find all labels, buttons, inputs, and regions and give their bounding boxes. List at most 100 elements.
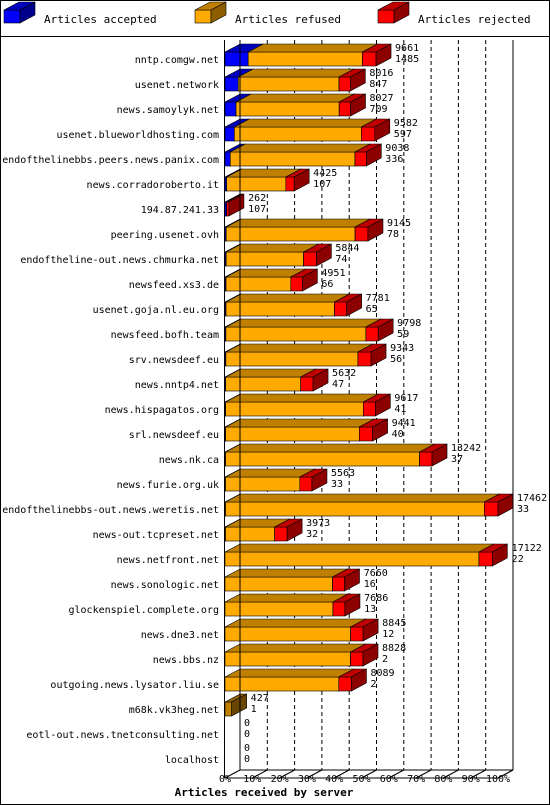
bar-rejected-17 [299, 468, 328, 492]
legend-swatch-2 [377, 1, 410, 24]
total-value-6: 262 [248, 193, 266, 204]
x-tick-label-4: 40% [325, 774, 343, 785]
bar-refused-1 [237, 68, 355, 92]
accepted-value-21: 16 [364, 579, 376, 590]
x-tick-label-10: 100% [486, 774, 510, 785]
accepted-value-12: 56 [390, 354, 402, 365]
bar-rejected-13-side [312, 368, 329, 392]
bar-rejected-20 [478, 543, 508, 567]
bar-rejected-23 [350, 618, 379, 642]
bar-rejected-16-side [431, 443, 448, 467]
bar-rejected-15-side [372, 418, 388, 442]
bar-rejected-15 [359, 418, 388, 442]
bar-rejected-5 [285, 168, 310, 192]
total-value-3: 9582 [394, 118, 418, 129]
bar-refused-3 [234, 118, 377, 142]
accepted-value-2: 709 [369, 104, 387, 115]
bar-refused-2 [235, 93, 355, 117]
bar-refused-15-top [225, 418, 375, 428]
bar-refused-15 [225, 418, 375, 442]
bar-rejected-6-front [226, 201, 230, 217]
bar-refused-9-front [225, 276, 292, 292]
bar-refused-12-top [225, 343, 374, 353]
server-label-9: newsfeed.xs3.de [129, 280, 219, 291]
server-label-14: news.hispagatos.org [105, 405, 219, 416]
server-label-8: endoftheline-out.news.chmurka.net [20, 255, 219, 266]
floor-tick-9 [470, 769, 486, 779]
bar-refused-13-front [225, 376, 302, 392]
server-label-6: 194.87.241.33 [141, 205, 219, 216]
floor-tick-0 [224, 769, 241, 779]
floor-tick-4 [333, 769, 350, 779]
server-label-19: news-out.tcpreset.net [93, 530, 219, 541]
bar-refused-24 [224, 643, 366, 667]
bar-refused-4-front [229, 151, 356, 167]
floor-tick-2 [279, 769, 295, 779]
bar-refused-22-front [224, 601, 334, 617]
bar-rejected-16-front [419, 451, 433, 467]
bar-rejected-19 [274, 518, 303, 542]
bar-accepted-0-front [224, 51, 249, 67]
total-value-1: 8016 [369, 68, 393, 79]
bar-rejected-2-side [350, 93, 366, 117]
accepted-value-1: 847 [369, 79, 387, 90]
bar-rejected-10 [334, 293, 362, 317]
bar-refused-24-top [224, 643, 366, 653]
bar-rejected-1-side [350, 68, 366, 92]
total-value-18: 17462 [517, 493, 547, 504]
bar-rejected-7-front [354, 226, 369, 242]
floor-tick-8 [443, 769, 459, 779]
bar-rejected-13-front [300, 376, 314, 392]
server-label-17: news.furie.org.uk [117, 480, 219, 491]
bar-refused-4-top [230, 143, 371, 153]
total-value-24: 8828 [382, 643, 406, 654]
bar-refused-26-front [224, 701, 232, 717]
legend-swatch-0 [3, 1, 36, 24]
legend: Articles accepted Articles refused Article… [3, 1, 531, 26]
bar-rejected-5-side [293, 168, 310, 192]
bar-rejected-23-side [362, 618, 379, 642]
x-tick-label-3: 30% [298, 774, 316, 785]
bar-rejected-22 [332, 593, 361, 617]
server-label-26: m68k.vk3heg.net [129, 705, 219, 716]
server-label-24: news.bbs.nz [153, 655, 219, 666]
bar-refused-22-top [224, 593, 349, 603]
bar-rejected-25-side [351, 668, 367, 692]
bar-rejected-3-front [361, 126, 376, 142]
bar-rejected-8 [303, 243, 332, 267]
total-value-27: 0 [244, 718, 250, 729]
server-label-4: endofthelinebbs.peers.news.panix.com [2, 155, 219, 166]
accepted-value-25: 2 [370, 679, 376, 690]
bar-rejected-19-front [274, 526, 288, 542]
total-value-19: 3973 [306, 518, 330, 529]
bar-rejected-20-side [492, 543, 508, 567]
bar-refused-21-front [224, 576, 333, 592]
bar-refused-10-front [225, 301, 335, 317]
bar-rejected-14-side [375, 393, 391, 417]
server-label-27: eotl-out.news.tnetconsulting.net [26, 730, 219, 741]
server-label-28: localhost [165, 755, 219, 766]
bar-refused-22 [224, 593, 349, 617]
floor-tick-7 [415, 769, 432, 779]
bar-refused-14 [225, 393, 379, 417]
bar-rejected-11-front [365, 326, 379, 342]
bar-rejected-12 [357, 343, 387, 367]
bar-rejected-24-front [350, 651, 364, 667]
x-tick-label-1: 10% [243, 774, 261, 785]
server-label-12: srv.newsdeef.eu [129, 355, 219, 366]
bar-accepted-3-front [224, 126, 235, 142]
server-label-13: news.nntp4.net [135, 380, 219, 391]
bar-refused-7 [225, 218, 371, 242]
bar-rejected-9-front [290, 276, 303, 292]
bar-rejected-0-front [362, 51, 377, 67]
floor-tick-5 [361, 769, 377, 779]
total-value-14: 9617 [394, 393, 418, 404]
bar-refused-18 [225, 493, 500, 517]
bar-refused-25-front [224, 676, 340, 692]
legend-swatch-1-side [210, 1, 227, 24]
legend-label-1: Articles refused [235, 13, 341, 26]
accepted-value-13: 47 [332, 379, 344, 390]
total-value-26: 427 [251, 693, 269, 704]
x-tick-label-6: 60% [380, 774, 398, 785]
server-label-23: news.dne3.net [141, 630, 219, 641]
